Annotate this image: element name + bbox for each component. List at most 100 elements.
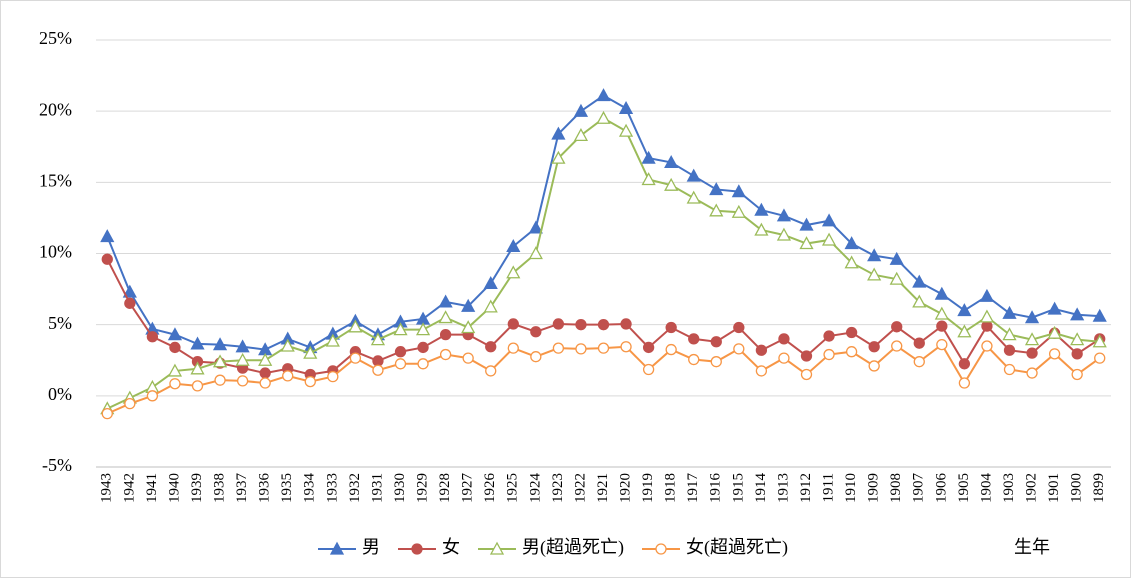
legend-item: 男(超過死亡) <box>478 537 624 558</box>
y-tick-label: 25% <box>39 28 72 48</box>
x-tick-label: 1939 <box>189 473 205 503</box>
x-tick-label: 1904 <box>978 473 994 504</box>
point <box>912 274 927 288</box>
point <box>981 340 993 352</box>
point <box>799 236 814 250</box>
point <box>891 321 903 333</box>
point <box>867 267 882 281</box>
x-tick-label: 1925 <box>505 473 521 503</box>
x-tick-label: 1937 <box>234 473 250 504</box>
x-tick-label: 1909 <box>866 473 882 503</box>
point <box>845 326 858 339</box>
legend-item: 女(超過死亡) <box>642 537 788 558</box>
x-axis-label: 生年 <box>1014 537 1050 557</box>
point <box>1003 344 1016 356</box>
point <box>461 298 476 312</box>
point <box>349 352 362 364</box>
x-tick-label: 1902 <box>1023 473 1039 503</box>
point <box>597 319 610 331</box>
point <box>507 318 519 330</box>
x-tick-label: 1908 <box>888 473 904 503</box>
point <box>100 229 115 243</box>
point <box>259 377 271 389</box>
point <box>755 365 768 377</box>
point <box>979 288 995 302</box>
point <box>439 348 452 361</box>
point <box>507 342 519 354</box>
point <box>415 322 431 336</box>
point <box>597 342 610 354</box>
point <box>1026 367 1038 379</box>
legend-label: 女(超過死亡) <box>686 537 788 558</box>
point <box>439 328 452 341</box>
point <box>169 378 181 390</box>
point <box>618 100 634 114</box>
legend-marker <box>329 541 345 555</box>
point <box>800 368 813 381</box>
point <box>664 155 679 169</box>
point <box>212 337 228 351</box>
point <box>236 375 249 387</box>
x-tick-label: 1923 <box>550 473 566 503</box>
point <box>664 177 679 191</box>
point <box>979 309 995 323</box>
point <box>823 330 835 342</box>
point <box>280 338 295 352</box>
point <box>235 339 250 353</box>
x-tick-label: 1907 <box>911 473 927 504</box>
point <box>235 352 250 366</box>
point <box>530 351 542 363</box>
y-tick-label: 20% <box>39 99 72 119</box>
x-tick-label: 1928 <box>437 473 453 503</box>
point <box>214 374 226 386</box>
point <box>596 110 611 124</box>
x-tick-label: 1916 <box>708 473 724 504</box>
point <box>1003 363 1016 376</box>
y-tick-label: 5% <box>48 313 72 333</box>
point <box>981 320 993 332</box>
point <box>889 271 904 285</box>
point <box>282 370 294 382</box>
point <box>823 348 835 361</box>
x-tick-label: 1933 <box>324 473 340 503</box>
point <box>1024 310 1040 324</box>
point <box>618 123 634 137</box>
point <box>438 294 453 308</box>
x-tick-label: 1906 <box>933 473 949 504</box>
point <box>528 220 543 234</box>
point <box>1047 301 1062 315</box>
x-tick-label: 1941 <box>144 473 160 503</box>
x-tick-label: 1905 <box>956 473 972 503</box>
y-tick-label: -5% <box>42 455 72 475</box>
legend-label: 男 <box>362 537 380 557</box>
point <box>868 341 880 353</box>
point <box>1092 308 1107 322</box>
point <box>485 365 497 377</box>
point <box>259 367 271 379</box>
point <box>957 303 972 317</box>
y-tick-label: 10% <box>39 242 72 262</box>
x-tick-label: 1921 <box>595 473 611 503</box>
point <box>573 103 589 117</box>
legend-label: 女 <box>442 537 460 557</box>
point <box>641 150 656 164</box>
point <box>124 297 136 309</box>
legend-item: 女 <box>398 537 460 557</box>
point <box>122 284 137 298</box>
point <box>573 128 589 142</box>
point <box>1024 332 1040 346</box>
point <box>417 341 429 354</box>
point <box>958 358 971 370</box>
x-tick-label: 1912 <box>798 473 814 503</box>
point <box>370 332 386 346</box>
point <box>731 204 746 218</box>
point <box>394 358 407 370</box>
x-tick-label: 1918 <box>663 473 679 503</box>
point <box>258 352 273 366</box>
point <box>754 202 769 216</box>
point <box>642 341 655 354</box>
point <box>778 333 790 345</box>
point <box>934 306 949 320</box>
point <box>709 182 724 196</box>
point <box>1071 368 1083 381</box>
